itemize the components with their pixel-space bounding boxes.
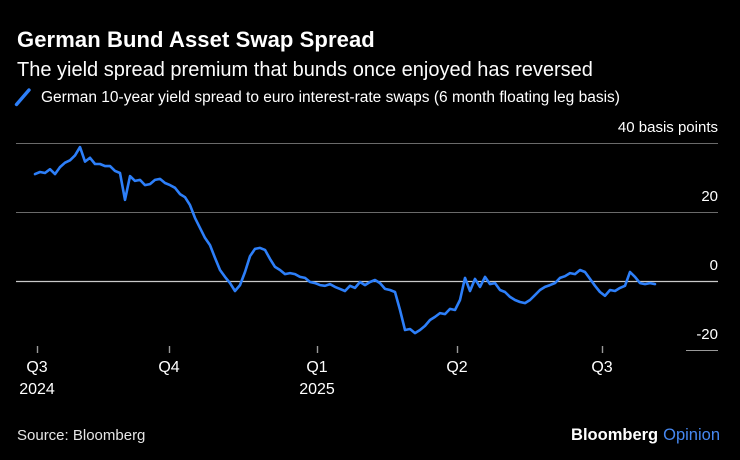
series-line <box>33 145 657 335</box>
source-label: Source: Bloomberg <box>17 427 146 444</box>
x-axis-sublabel-0: 2024 <box>19 381 55 398</box>
brand-logo: Bloomberg Opinion <box>571 426 720 445</box>
brand-opinion: Opinion <box>663 426 720 444</box>
x-axis-sublabel-2: 2025 <box>299 381 335 398</box>
y-axis-label-40: 40 basis points <box>617 119 718 136</box>
x-axis-label-0: Q3 2024 <box>0 357 79 401</box>
x-axis-label-4: Q3 <box>591 359 613 376</box>
x-axis-label-1: Q4 <box>158 359 180 376</box>
x-axis-label-3: Q2 <box>446 359 468 376</box>
chart-subtitle: The yield spread premium that bunds once… <box>17 59 593 81</box>
chart-title: German Bund Asset Swap Spread <box>17 27 375 52</box>
y-axis-label-20: 20 <box>701 188 718 205</box>
x-axis-label-2: Q1 2025 <box>275 357 359 401</box>
y-axis-label--20: -20 <box>696 326 718 343</box>
legend-slash-icon <box>14 88 31 107</box>
y-axis-label-0: 0 <box>709 257 718 274</box>
brand-bloomberg: Bloomberg <box>571 426 659 444</box>
legend: German 10-year yield spread to euro inte… <box>14 88 620 107</box>
legend-series-label: German 10-year yield spread to euro inte… <box>41 88 620 106</box>
